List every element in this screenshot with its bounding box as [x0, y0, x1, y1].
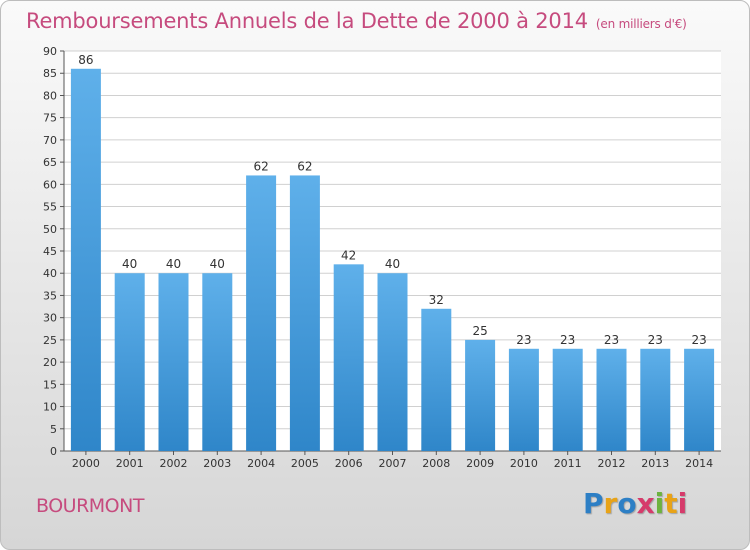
logo-letter: t	[664, 487, 678, 520]
y-tick-label: 75	[43, 112, 57, 125]
y-tick-label: 20	[43, 356, 57, 369]
x-tick-label: 2014	[685, 457, 713, 470]
y-tick-label: 25	[43, 334, 57, 347]
logo-letter: i	[654, 487, 665, 520]
x-tick-label: 2008	[422, 457, 450, 470]
bar-value-label: 23	[648, 333, 663, 347]
x-tick-label: 2001	[116, 457, 144, 470]
y-tick-label: 65	[43, 156, 57, 169]
bar-value-label: 23	[691, 333, 706, 347]
bar-value-label: 32	[429, 293, 444, 307]
chart-title: Remboursements Annuels de la Dette de 20…	[26, 9, 687, 33]
logo-letter: r	[603, 487, 618, 520]
bar	[684, 348, 715, 451]
bar	[289, 175, 320, 451]
x-tick-label: 2007	[379, 457, 407, 470]
x-tick-label: 2013	[641, 457, 669, 470]
x-tick-label: 2010	[510, 457, 538, 470]
y-tick-label: 90	[43, 45, 57, 58]
bar-value-label: 62	[253, 159, 268, 173]
bar	[202, 273, 233, 451]
bar-value-label: 40	[210, 257, 225, 271]
y-tick-label: 55	[43, 201, 57, 214]
y-tick-label: 35	[43, 289, 57, 302]
logo-letter: i	[677, 487, 688, 520]
bar-value-label: 40	[122, 257, 137, 271]
proxiti-logo: Proxiti	[583, 487, 687, 520]
x-tick-label: 2006	[335, 457, 363, 470]
bar	[70, 68, 101, 452]
y-tick-label: 30	[43, 312, 57, 325]
bar	[508, 348, 539, 451]
bar	[246, 175, 277, 451]
logo-letter: o	[617, 487, 637, 520]
y-tick-label: 50	[43, 223, 57, 236]
y-tick-label: 40	[43, 267, 57, 280]
bar-value-label: 23	[560, 333, 575, 347]
chart-unit: (en milliers d'€)	[595, 17, 687, 31]
bar-value-label: 23	[604, 333, 619, 347]
x-tick-label: 2003	[203, 457, 231, 470]
logo-letter: x	[636, 487, 655, 520]
bar	[158, 273, 189, 451]
x-tick-label: 2009	[466, 457, 494, 470]
bar	[333, 264, 364, 451]
bar-value-label: 23	[516, 333, 531, 347]
x-tick-label: 2012	[598, 457, 626, 470]
y-tick-label: 5	[50, 423, 57, 436]
y-tick-label: 80	[43, 89, 57, 102]
commune-name: BOURMONT	[36, 495, 144, 517]
bar	[596, 348, 627, 451]
y-tick-label: 0	[50, 445, 57, 458]
x-tick-label: 2005	[291, 457, 319, 470]
y-tick-label: 70	[43, 134, 57, 147]
logo-letter: P	[583, 487, 604, 520]
bar-value-label: 42	[341, 248, 356, 262]
y-tick-label: 15	[43, 378, 57, 391]
chart-title-text: Remboursements Annuels de la Dette de 20…	[26, 9, 588, 33]
x-tick-label: 2011	[554, 457, 582, 470]
y-tick-label: 10	[43, 401, 57, 414]
bar-value-label: 40	[166, 257, 181, 271]
x-tick-label: 2000	[72, 457, 100, 470]
bar-value-label: 86	[78, 53, 93, 67]
bar	[552, 348, 583, 451]
bar	[465, 339, 496, 451]
bar-value-label: 25	[472, 324, 487, 338]
bar	[640, 348, 671, 451]
y-tick-label: 60	[43, 178, 57, 191]
bar	[114, 273, 145, 451]
bar	[377, 273, 408, 451]
y-tick-label: 45	[43, 245, 57, 258]
x-tick-label: 2004	[247, 457, 275, 470]
y-tick-label: 85	[43, 67, 57, 80]
bar-value-label: 40	[385, 257, 400, 271]
bar-value-label: 62	[297, 159, 312, 173]
bar	[421, 308, 452, 451]
x-tick-label: 2002	[160, 457, 188, 470]
